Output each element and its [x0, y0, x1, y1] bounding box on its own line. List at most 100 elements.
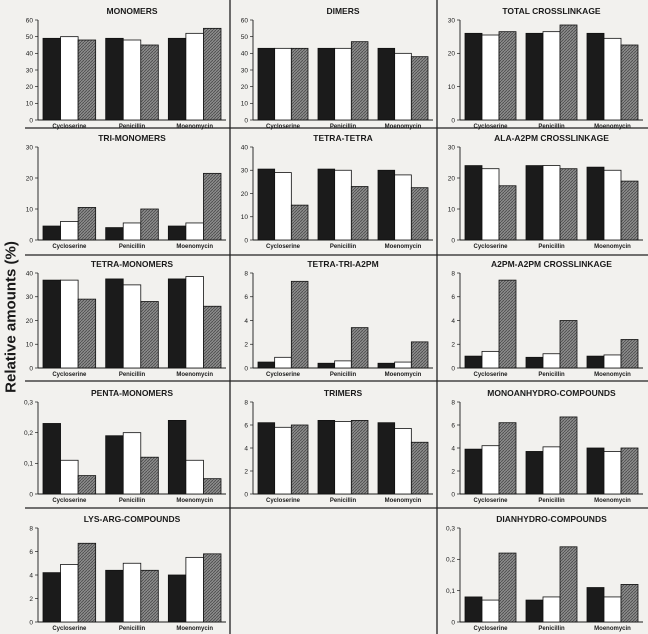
- bar-light: [603, 451, 622, 495]
- bar-hatched: [620, 180, 639, 241]
- category-label: Moenomycin: [385, 244, 422, 250]
- y-tick-label: 8: [451, 270, 455, 277]
- panel-dianhydro-compounds: DIANHYDRO-COMPOUNDS 0 0,1 0,2 0,3 Cycloserine…: [446, 514, 643, 632]
- bar-dark: [464, 355, 483, 369]
- panel-lys-arg-compounds: LYS-ARG-COMPOUNDS 0 2 4 6 8 Cycloserine Penicil…: [29, 514, 226, 632]
- bar-dark: [525, 32, 544, 121]
- category-label: Cycloserine: [266, 244, 301, 250]
- y-tick-label: 60: [241, 17, 249, 24]
- y-tick-label: 2: [451, 468, 455, 475]
- category-label: Moenomycin: [176, 244, 213, 250]
- category-label: Penicillin: [119, 244, 146, 250]
- category-label: Cycloserine: [473, 244, 508, 250]
- bar-light: [185, 32, 204, 121]
- bar-dark: [257, 361, 276, 369]
- bar-hatched: [290, 280, 309, 369]
- panel-tetra-tri-a2pm: TETRA-TRI-A2PM 0 2 4 6 8 Cycloserine Penicillin…: [244, 259, 433, 378]
- bar-light: [334, 47, 352, 121]
- panel-monoanhydro-compounds: MONOANHYDRO-COMPOUNDS 0 2 4 6 8 Cycloserine Pen…: [451, 388, 643, 504]
- y-tick-label: 2: [244, 342, 248, 349]
- bar-dark: [586, 166, 605, 241]
- y-tick-label: 60: [26, 17, 34, 24]
- category-label: Cycloserine: [473, 372, 508, 378]
- bar-hatched: [559, 416, 578, 495]
- category-label: Cycloserine: [266, 372, 301, 378]
- bar-light: [334, 169, 352, 241]
- panel-total-crosslinkage: TOTAL CROSSLINKAGE 0 10 20 30 Cycloserine Peni…: [448, 6, 643, 130]
- y-tick-label: 0,1: [446, 588, 455, 595]
- y-tick-label: 0,3: [24, 399, 33, 406]
- bar-light: [542, 596, 561, 623]
- bar-hatched: [620, 339, 639, 369]
- bar-hatched: [350, 186, 369, 241]
- bar-hatched: [498, 552, 517, 623]
- bar-dark: [525, 356, 544, 369]
- bar-light: [185, 556, 204, 623]
- bar-hatched: [290, 204, 309, 241]
- bar-light: [334, 360, 352, 369]
- bar-dark: [42, 572, 61, 623]
- bar-light: [394, 174, 412, 241]
- y-tick-label: 8: [244, 270, 248, 277]
- bar-dark: [167, 225, 187, 241]
- bar-light: [122, 284, 142, 369]
- panel-title: TETRA-MONOMERS: [91, 259, 173, 269]
- bar-hatched: [620, 44, 639, 121]
- y-tick-label: 10: [448, 206, 456, 213]
- category-label: Penicillin: [538, 244, 565, 250]
- panel-title: TETRA-TRI-A2PM: [307, 259, 378, 269]
- y-tick-label: 4: [244, 318, 248, 325]
- y-tick-label: 0: [29, 365, 33, 372]
- bar-hatched: [410, 56, 429, 121]
- y-tick-label: 10: [241, 214, 249, 221]
- bar-dark: [377, 47, 396, 121]
- panel-title: DIANHYDRO-COMPOUNDS: [496, 514, 607, 524]
- bar-dark: [317, 168, 336, 241]
- category-label: Cycloserine: [473, 124, 508, 130]
- category-label: Moenomycin: [594, 244, 631, 250]
- bar-light: [394, 52, 412, 121]
- category-label: Moenomycin: [176, 124, 213, 130]
- bar-dark: [257, 422, 276, 495]
- y-tick-label: 6: [451, 294, 455, 301]
- bar-dark: [105, 227, 124, 241]
- panel-title: MONOMERS: [107, 6, 158, 16]
- bar-light: [603, 354, 622, 369]
- bar-hatched: [559, 546, 578, 623]
- bar-hatched: [620, 584, 639, 623]
- y-tick-label: 30: [241, 168, 249, 175]
- y-tick-label: 30: [448, 17, 456, 24]
- category-label: Penicillin: [538, 372, 565, 378]
- bar-dark: [105, 278, 124, 369]
- bar-light: [481, 168, 500, 241]
- category-label: Cycloserine: [266, 124, 301, 130]
- category-label: Penicillin: [538, 124, 565, 130]
- y-tick-label: 0: [451, 619, 455, 626]
- bar-hatched: [140, 456, 159, 495]
- y-tick-label: 0: [29, 619, 33, 626]
- bar-dark: [167, 419, 187, 495]
- y-tick-label: 20: [241, 84, 249, 91]
- bar-hatched: [140, 44, 159, 121]
- panel-a2pm-a2pm-crosslinkage: A2PM-A2PM CROSSLINKAGE 0 2 4 6 8 Cycloserine Pe…: [451, 259, 643, 378]
- y-tick-label: 0: [244, 365, 248, 372]
- bar-dark: [257, 168, 276, 241]
- bar-light: [185, 459, 204, 495]
- bar-hatched: [77, 542, 97, 623]
- y-tick-label: 50: [241, 34, 249, 41]
- category-label: Moenomycin: [385, 498, 422, 504]
- y-tick-label: 10: [26, 206, 34, 213]
- panel-dimers: DIMERS 0 10 20 30 40 50 60 Cycloserine Penicillin…: [241, 6, 433, 130]
- y-tick-label: 0: [244, 117, 248, 124]
- y-tick-label: 20: [26, 84, 34, 91]
- bar-hatched: [203, 27, 222, 121]
- bar-hatched: [350, 41, 369, 121]
- bar-hatched: [559, 168, 578, 241]
- bar-hatched: [559, 24, 578, 121]
- bar-hatched: [350, 327, 369, 369]
- bar-light: [122, 39, 142, 121]
- category-label: Moenomycin: [385, 372, 422, 378]
- bar-dark: [42, 279, 61, 369]
- panel-monomers: MONOMERS 0 10 20 30 40 50 60 Cycloserine Penicill…: [26, 6, 226, 130]
